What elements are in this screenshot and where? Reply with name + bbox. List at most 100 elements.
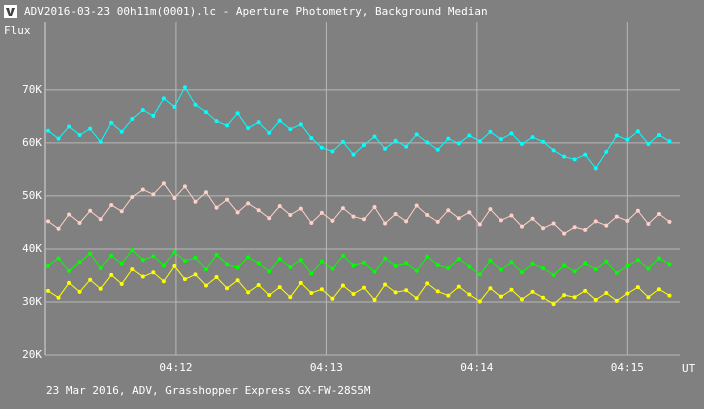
data-point [393, 263, 398, 268]
y-tick-label: 40K [22, 242, 42, 255]
data-point [383, 221, 388, 226]
data-point [130, 267, 135, 272]
data-point [151, 270, 156, 275]
data-point [56, 226, 61, 231]
data-point [593, 166, 598, 171]
data-point [46, 128, 51, 133]
data-point [319, 210, 324, 215]
y-tick-label: 30K [22, 295, 42, 308]
data-point [340, 283, 345, 288]
data-point [509, 213, 514, 218]
data-point [319, 287, 324, 292]
data-point [425, 213, 430, 218]
data-point [225, 197, 230, 202]
data-point [583, 152, 588, 157]
data-point [446, 208, 451, 213]
data-point [56, 295, 61, 300]
data-point [351, 263, 356, 268]
data-point [77, 132, 82, 137]
data-point [477, 139, 482, 144]
data-point [288, 264, 293, 269]
data-point [656, 287, 661, 292]
data-point [488, 258, 493, 263]
data-point [614, 214, 619, 219]
data-point [246, 290, 251, 295]
data-point [362, 217, 367, 222]
data-point [277, 203, 282, 208]
data-point [646, 295, 651, 300]
data-point [214, 119, 219, 124]
data-point [425, 281, 430, 286]
data-point [456, 257, 461, 262]
data-point [256, 120, 261, 125]
data-point [309, 136, 314, 141]
data-point [225, 286, 230, 291]
data-point [414, 268, 419, 273]
data-point [572, 225, 577, 230]
data-point [583, 288, 588, 293]
data-point [214, 205, 219, 210]
data-point [646, 266, 651, 271]
chart-title: ADV2016-03-23 00h11m(0001).lc - Aperture… [24, 5, 488, 18]
data-point [541, 226, 546, 231]
data-point [614, 298, 619, 303]
data-point [383, 146, 388, 151]
data-point [530, 216, 535, 221]
data-point [193, 255, 198, 260]
data-point [467, 292, 472, 297]
data-point [330, 266, 335, 271]
data-point [193, 199, 198, 204]
data-point [414, 296, 419, 301]
data-point [56, 256, 61, 261]
data-point [372, 269, 377, 274]
data-point [267, 293, 272, 298]
data-point [583, 227, 588, 232]
data-point [446, 266, 451, 271]
data-point [182, 85, 187, 90]
data-point [530, 289, 535, 294]
data-point [46, 219, 51, 224]
data-point [404, 261, 409, 266]
data-point [635, 285, 640, 290]
data-point [77, 260, 82, 265]
data-point [520, 141, 525, 146]
data-point [140, 108, 145, 113]
data-point [530, 261, 535, 266]
data-point [498, 294, 503, 299]
data-point [404, 219, 409, 224]
data-point [88, 251, 93, 256]
data-point [404, 288, 409, 293]
data-point [161, 181, 166, 186]
data-point [182, 277, 187, 282]
data-point [288, 127, 293, 132]
data-point [372, 297, 377, 302]
data-point [562, 293, 567, 298]
data-point [88, 126, 93, 131]
data-point [109, 272, 114, 277]
data-point [614, 270, 619, 275]
data-point [551, 148, 556, 153]
data-point [604, 290, 609, 295]
data-point [383, 256, 388, 261]
data-point [509, 260, 514, 265]
data-point [667, 139, 672, 144]
data-point [562, 231, 567, 236]
data-point [277, 118, 282, 123]
data-point [498, 267, 503, 272]
data-point [509, 131, 514, 136]
data-point [635, 129, 640, 134]
data-point [172, 263, 177, 268]
data-point [625, 218, 630, 223]
app-icon [4, 5, 17, 18]
data-point [340, 253, 345, 258]
data-point [161, 263, 166, 268]
data-point [362, 143, 367, 148]
data-point [572, 295, 577, 300]
data-point [330, 218, 335, 223]
data-point [435, 147, 440, 152]
data-point [646, 222, 651, 227]
data-point [214, 252, 219, 257]
data-point [362, 260, 367, 265]
